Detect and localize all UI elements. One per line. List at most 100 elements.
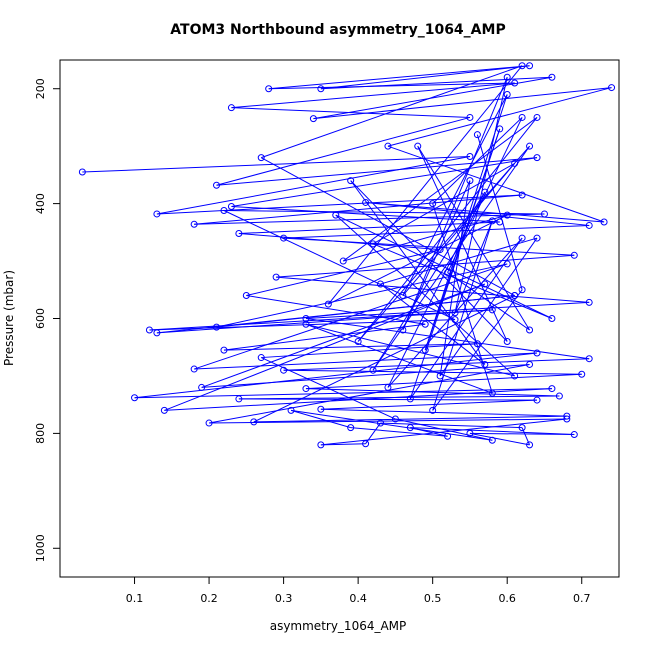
data-point: [376, 280, 384, 288]
series-lines: [82, 65, 612, 446]
series-line-segment: [380, 237, 538, 285]
data-point: [533, 113, 541, 121]
data-point: [511, 292, 519, 300]
series-line-segment: [320, 76, 552, 90]
x-axis-label: asymmetry_1064_AMP: [270, 619, 407, 633]
data-point: [488, 306, 496, 314]
series-line-segment: [409, 237, 523, 400]
data-point: [488, 389, 496, 397]
data-point: [518, 424, 526, 432]
data-point: [518, 62, 526, 70]
data-point: [518, 113, 526, 121]
series-line-segment: [350, 180, 486, 365]
y-tick-label: 400: [34, 193, 47, 214]
data-point: [578, 370, 586, 378]
data-point: [526, 360, 534, 368]
series-line-segment: [305, 323, 493, 394]
series-line-segment: [328, 214, 508, 305]
series-line-segment: [82, 156, 470, 173]
data-point: [399, 326, 407, 334]
data-point: [451, 309, 459, 317]
series-line-segment: [305, 373, 582, 390]
series-line-segment: [268, 65, 530, 90]
data-point: [362, 198, 370, 206]
series-line-segment: [350, 180, 508, 342]
data-point: [324, 300, 332, 308]
data-point: [354, 337, 362, 345]
data-point: [369, 240, 377, 248]
data-point: [511, 159, 519, 167]
data-point: [227, 104, 235, 112]
data-point: [429, 200, 437, 208]
data-point: [235, 395, 243, 403]
data-point: [339, 257, 347, 265]
series-line-segment: [209, 418, 567, 424]
series-line-segment: [454, 220, 493, 313]
data-point: [213, 323, 221, 331]
series-line-segment: [276, 276, 590, 303]
series-line-segment: [320, 418, 567, 446]
series-line-segment: [276, 254, 575, 278]
data-point: [503, 211, 511, 219]
data-point: [317, 441, 325, 449]
data-point: [369, 366, 377, 374]
data-point: [153, 329, 161, 337]
data-point: [131, 394, 139, 402]
data-point: [213, 181, 221, 189]
series-line-segment: [380, 283, 486, 365]
x-tick-label: 0.4: [349, 592, 367, 605]
data-point: [391, 415, 399, 423]
chart-title: ATOM3 Northbound asymmetry_1064_AMP: [170, 22, 505, 38]
x-tick-label: 0.6: [498, 592, 516, 605]
data-point: [466, 429, 474, 437]
data-point: [406, 424, 414, 432]
data-point: [190, 220, 198, 228]
data-point: [257, 354, 265, 362]
data-point: [548, 385, 556, 393]
series-line-segment: [402, 180, 471, 331]
series-line-segment: [208, 363, 530, 424]
series-line-segment: [439, 237, 538, 377]
series-line-segment: [231, 82, 515, 109]
data-point: [362, 440, 370, 448]
series-line-segment: [261, 343, 478, 359]
series-line-segment: [432, 220, 493, 411]
data-point: [608, 84, 616, 92]
data-point: [227, 202, 235, 210]
series-line-segment: [201, 363, 530, 388]
series-line-segment: [223, 210, 545, 215]
series-line-segment: [335, 214, 553, 319]
series-line-segment: [283, 358, 590, 371]
series-line-segment: [283, 237, 575, 256]
series-line-segment: [402, 77, 508, 331]
data-point: [466, 177, 474, 185]
series-line-segment: [476, 134, 523, 290]
series-line-segment: [261, 65, 523, 159]
series-line-segment: [134, 352, 538, 399]
data-point: [347, 424, 355, 432]
series-line-segment: [417, 145, 508, 342]
series-line-segment: [387, 191, 486, 388]
data-point: [570, 251, 578, 259]
data-point: [451, 316, 459, 324]
series-line-segment: [216, 116, 471, 186]
x-tick-label: 0.5: [424, 592, 442, 605]
data-point: [563, 412, 571, 420]
series-line-segment: [372, 145, 530, 371]
data-point: [511, 372, 519, 380]
series-line-segment: [313, 87, 612, 120]
series-line-segment: [395, 418, 493, 441]
series-line-segment: [223, 323, 426, 351]
series-line-segment: [320, 408, 567, 417]
data-point: [548, 315, 556, 322]
data-point: [533, 234, 541, 242]
series-line-segment: [246, 295, 426, 325]
x-tick-label: 0.2: [200, 592, 218, 605]
data-point: [280, 234, 288, 242]
series-line-segment: [216, 157, 538, 186]
data-point: [503, 337, 511, 345]
data-point: [533, 154, 541, 162]
data-point: [585, 355, 593, 363]
series-line-segment: [335, 214, 515, 377]
data-point: [518, 234, 526, 242]
